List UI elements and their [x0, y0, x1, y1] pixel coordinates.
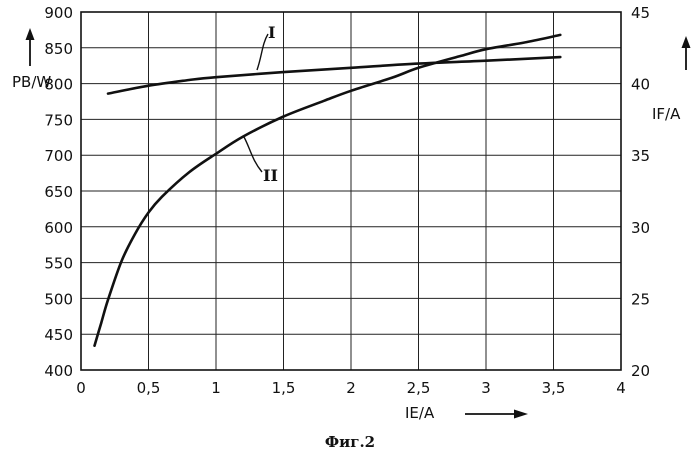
- y-axis-right-label: IF/A: [652, 105, 681, 123]
- y-right-arrow-icon: [682, 36, 691, 48]
- y-left-tick-label: 500: [44, 290, 73, 308]
- series-line-II: [95, 35, 561, 346]
- x-tick-label: 1,5: [272, 379, 296, 397]
- y-right-tick-label: 40: [631, 76, 650, 94]
- y-right-tick-label: 20: [631, 362, 650, 380]
- x-tick-label: 1: [211, 379, 221, 397]
- x-tick-label: 4: [616, 379, 626, 397]
- y-left-tick-label: 700: [44, 147, 73, 165]
- curve-I-label: I: [268, 23, 275, 42]
- y-left-arrow-icon: [26, 28, 35, 40]
- y-left-tick-label: 750: [44, 111, 73, 129]
- y-right-tick-label: 30: [631, 219, 650, 237]
- x-axis-label: IE/A: [405, 404, 435, 422]
- grid: [81, 12, 621, 370]
- x-tick-label: 3: [481, 379, 491, 397]
- x-tick-label: 2,5: [407, 379, 431, 397]
- curve-II-label: II: [263, 166, 278, 185]
- y-left-tick-label: 650: [44, 183, 73, 201]
- y-left-tick-label: 600: [44, 219, 73, 237]
- y-left-tick-label: 550: [44, 255, 73, 273]
- y-left-tick-label: 400: [44, 362, 73, 380]
- y-left-tick-label: 900: [44, 4, 73, 22]
- curve-II-leader: [244, 137, 262, 172]
- x-tick-label: 2: [346, 379, 356, 397]
- x-tick-label: 3,5: [542, 379, 566, 397]
- x-tick-label: 0,5: [137, 379, 161, 397]
- series: [95, 35, 561, 346]
- x-tick-label: 0: [76, 379, 86, 397]
- x-arrow-icon: [514, 410, 528, 419]
- series-line-I: [108, 57, 560, 94]
- y-right-tick-label: 25: [631, 290, 650, 308]
- y-left-tick-label: 450: [44, 326, 73, 344]
- y-left-tick-label: 850: [44, 40, 73, 58]
- figure-caption: Фиг.2: [325, 433, 375, 451]
- tick-labels: 0 0,5 1 1,5 2 2,5 3 3,5 4 400 450 500 550 600 650 700 75…: [44, 4, 650, 397]
- y-axis-left-label: PB/W: [12, 73, 51, 91]
- curve-I-leader: [257, 34, 268, 70]
- y-right-tick-label: 45: [631, 4, 650, 22]
- y-right-tick-label: 35: [631, 147, 650, 165]
